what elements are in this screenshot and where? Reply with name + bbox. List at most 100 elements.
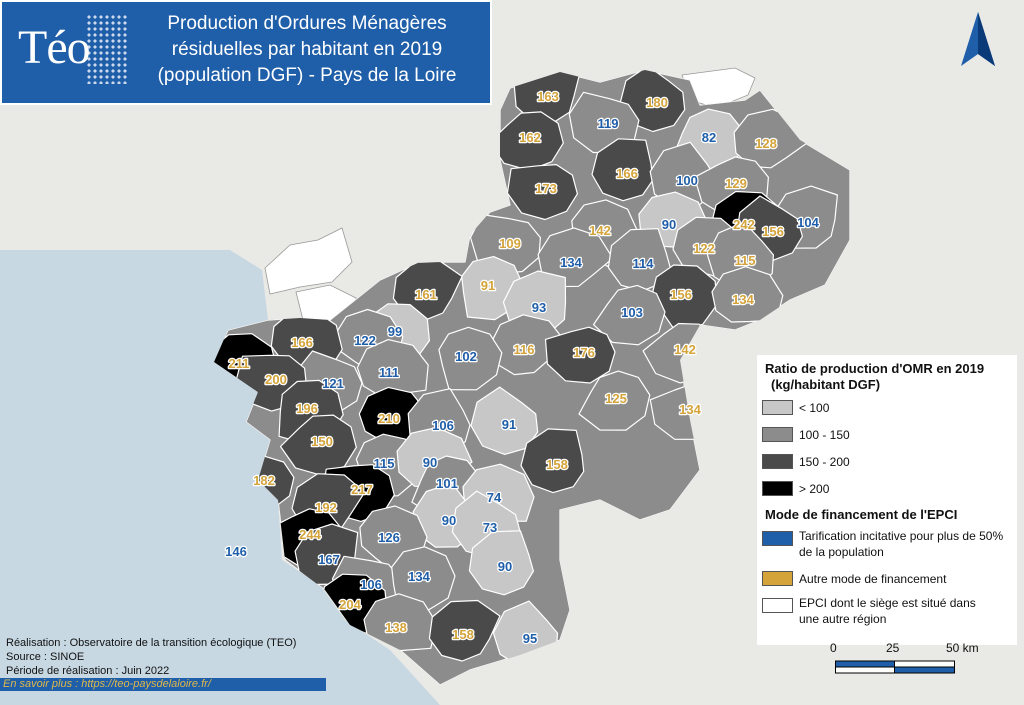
- epci-value-label: 90: [423, 455, 437, 470]
- legend-label-100-150: 100 - 150: [799, 428, 850, 442]
- epci-value-label: 122: [693, 241, 715, 256]
- epci-area: [470, 386, 539, 455]
- epci-value-label: 91: [481, 278, 495, 293]
- teo-logo: Téo: [18, 21, 91, 74]
- epci-value-label: 244: [299, 527, 321, 542]
- epci-value-label: 126: [378, 530, 400, 545]
- epci-value-label: 122: [354, 333, 376, 348]
- epci-value-label: 90: [662, 217, 676, 232]
- legend-label-incitative: Tarification incitative pour plus de 50%…: [799, 529, 1004, 559]
- epci-value-label: 134: [408, 569, 430, 584]
- epci-area: [537, 227, 614, 288]
- epci-area: [711, 266, 784, 323]
- epci-value-label: 125: [605, 391, 627, 406]
- legend-label-150-200: 150 - 200: [799, 455, 850, 469]
- legend-swatch-gt200: [762, 481, 793, 496]
- epci-value-label: 134: [732, 292, 754, 307]
- epci-value-label: 119: [598, 116, 619, 131]
- epci-value-label: 73: [483, 520, 497, 535]
- epci-value-label: 156: [762, 224, 784, 239]
- credit-source: Source : SINOE: [6, 651, 85, 663]
- scale-label-50: 50 km: [946, 641, 979, 655]
- epci-value-label: 161: [415, 287, 437, 302]
- more-info-link[interactable]: En savoir plus : https://teo-paysdelaloi…: [3, 678, 211, 690]
- logo-dots-icon: [86, 14, 128, 84]
- epci-value-label: 103: [621, 305, 643, 320]
- epci-value-label: 111: [379, 365, 399, 380]
- legend-title: Ratio de production d'OMR en 2019: [765, 361, 985, 376]
- epci-value-label: 242: [733, 217, 755, 232]
- epci-value-labels: 163 180 119 162 82 128 166 100 173 129 90 242 104 156…: [224, 88, 821, 648]
- credit-period: Période de réalisation : Juin 2022: [6, 665, 170, 677]
- legend: Ratio de production d'OMR en 2019 (kg/ha…: [757, 355, 1017, 645]
- epci-area: [520, 428, 585, 494]
- epci-value-label: 182: [253, 473, 275, 488]
- epci-value-label: 176: [573, 345, 595, 360]
- epci-area: [591, 138, 654, 202]
- legend-label-other-region: EPCI dont le siège est situé dans une au…: [799, 596, 976, 626]
- epci-area: [488, 111, 564, 171]
- epci-value-label: 109: [499, 236, 521, 251]
- link-bar: [0, 678, 326, 691]
- epci-value-label: 104: [797, 215, 819, 230]
- map-title: Production d'Ordures Ménagères résiduell…: [132, 11, 482, 89]
- title-line-3: (population DGF) - Pays de la Loire: [157, 65, 457, 86]
- epci-area: [428, 599, 501, 662]
- epci-value-label: 211: [229, 356, 250, 371]
- epci-value-label: 93: [532, 300, 546, 315]
- epci-value-label: 196: [296, 401, 318, 416]
- epci-area: [506, 164, 579, 221]
- epci-area: [391, 546, 456, 613]
- credit-realisation: Réalisation : Observatoire de la transit…: [6, 637, 297, 649]
- epci-value-label: 106: [360, 577, 382, 592]
- epci-value-label: 158: [546, 457, 568, 472]
- scale-label-25: 25: [886, 641, 900, 655]
- epci-value-label: 116: [514, 342, 535, 357]
- epci-area: [468, 530, 535, 596]
- legend-swatch-incitative: [762, 531, 793, 546]
- legend-swatch-100-150: [762, 427, 793, 442]
- epci-value-label: 158: [452, 627, 474, 642]
- epci-value-label: 146: [225, 544, 247, 559]
- epci-value-label: 100: [676, 173, 698, 188]
- epci-value-label: 95: [523, 631, 537, 646]
- epci-value-label: 166: [291, 335, 313, 350]
- title-banner: Téo Production d'Ordures Ménagères résid…: [0, 0, 492, 105]
- epci-value-label: 91: [502, 417, 516, 432]
- epci-value-label: 192: [315, 500, 337, 515]
- epci-value-label: 173: [535, 181, 557, 196]
- epci-value-label: 162: [519, 130, 541, 145]
- legend-label-autre: Autre mode de financement: [799, 572, 947, 586]
- epci-value-label: 90: [498, 559, 512, 574]
- epci-area: [592, 284, 666, 346]
- epci-value-label: 142: [674, 342, 696, 357]
- epci-value-label: 200: [265, 372, 287, 387]
- scale-bar: [835, 660, 955, 674]
- epci-area: [279, 414, 357, 476]
- epci-value-label: 156: [670, 287, 692, 302]
- epci-value-label: 150: [311, 434, 333, 449]
- legend-label-gt200: > 200: [799, 482, 830, 496]
- epci-value-label: 129: [725, 176, 747, 191]
- sea-area: [0, 250, 440, 705]
- title-line-2: résiduelles par habitant en 2019: [171, 39, 443, 60]
- epci-value-label: 74: [487, 490, 502, 505]
- legend-swatch-autre: [762, 571, 793, 586]
- epci-value-label: 163: [537, 89, 559, 104]
- epci-value-label: 167: [318, 552, 340, 567]
- epci-value-label: 217: [351, 482, 373, 497]
- epci-value-label: 134: [679, 402, 701, 417]
- epci-value-label: 99: [388, 324, 402, 339]
- other-region-epcis: [264, 67, 756, 339]
- epci-value-label: 114: [633, 256, 655, 271]
- epci-value-label: 102: [455, 349, 477, 364]
- epci-area: [438, 326, 503, 391]
- legend-swatch-150-200: [762, 454, 793, 469]
- finance-legend-title: Mode de financement de l'EPCI: [765, 507, 958, 522]
- credits: Réalisation : Observatoire de la transit…: [6, 636, 296, 678]
- legend-swatch-lt100: [762, 400, 793, 415]
- scale-label-0: 0: [830, 641, 837, 655]
- epci-area: [578, 370, 651, 431]
- epci-value-label: 210: [378, 411, 400, 426]
- epci-value-label: 121: [322, 376, 344, 391]
